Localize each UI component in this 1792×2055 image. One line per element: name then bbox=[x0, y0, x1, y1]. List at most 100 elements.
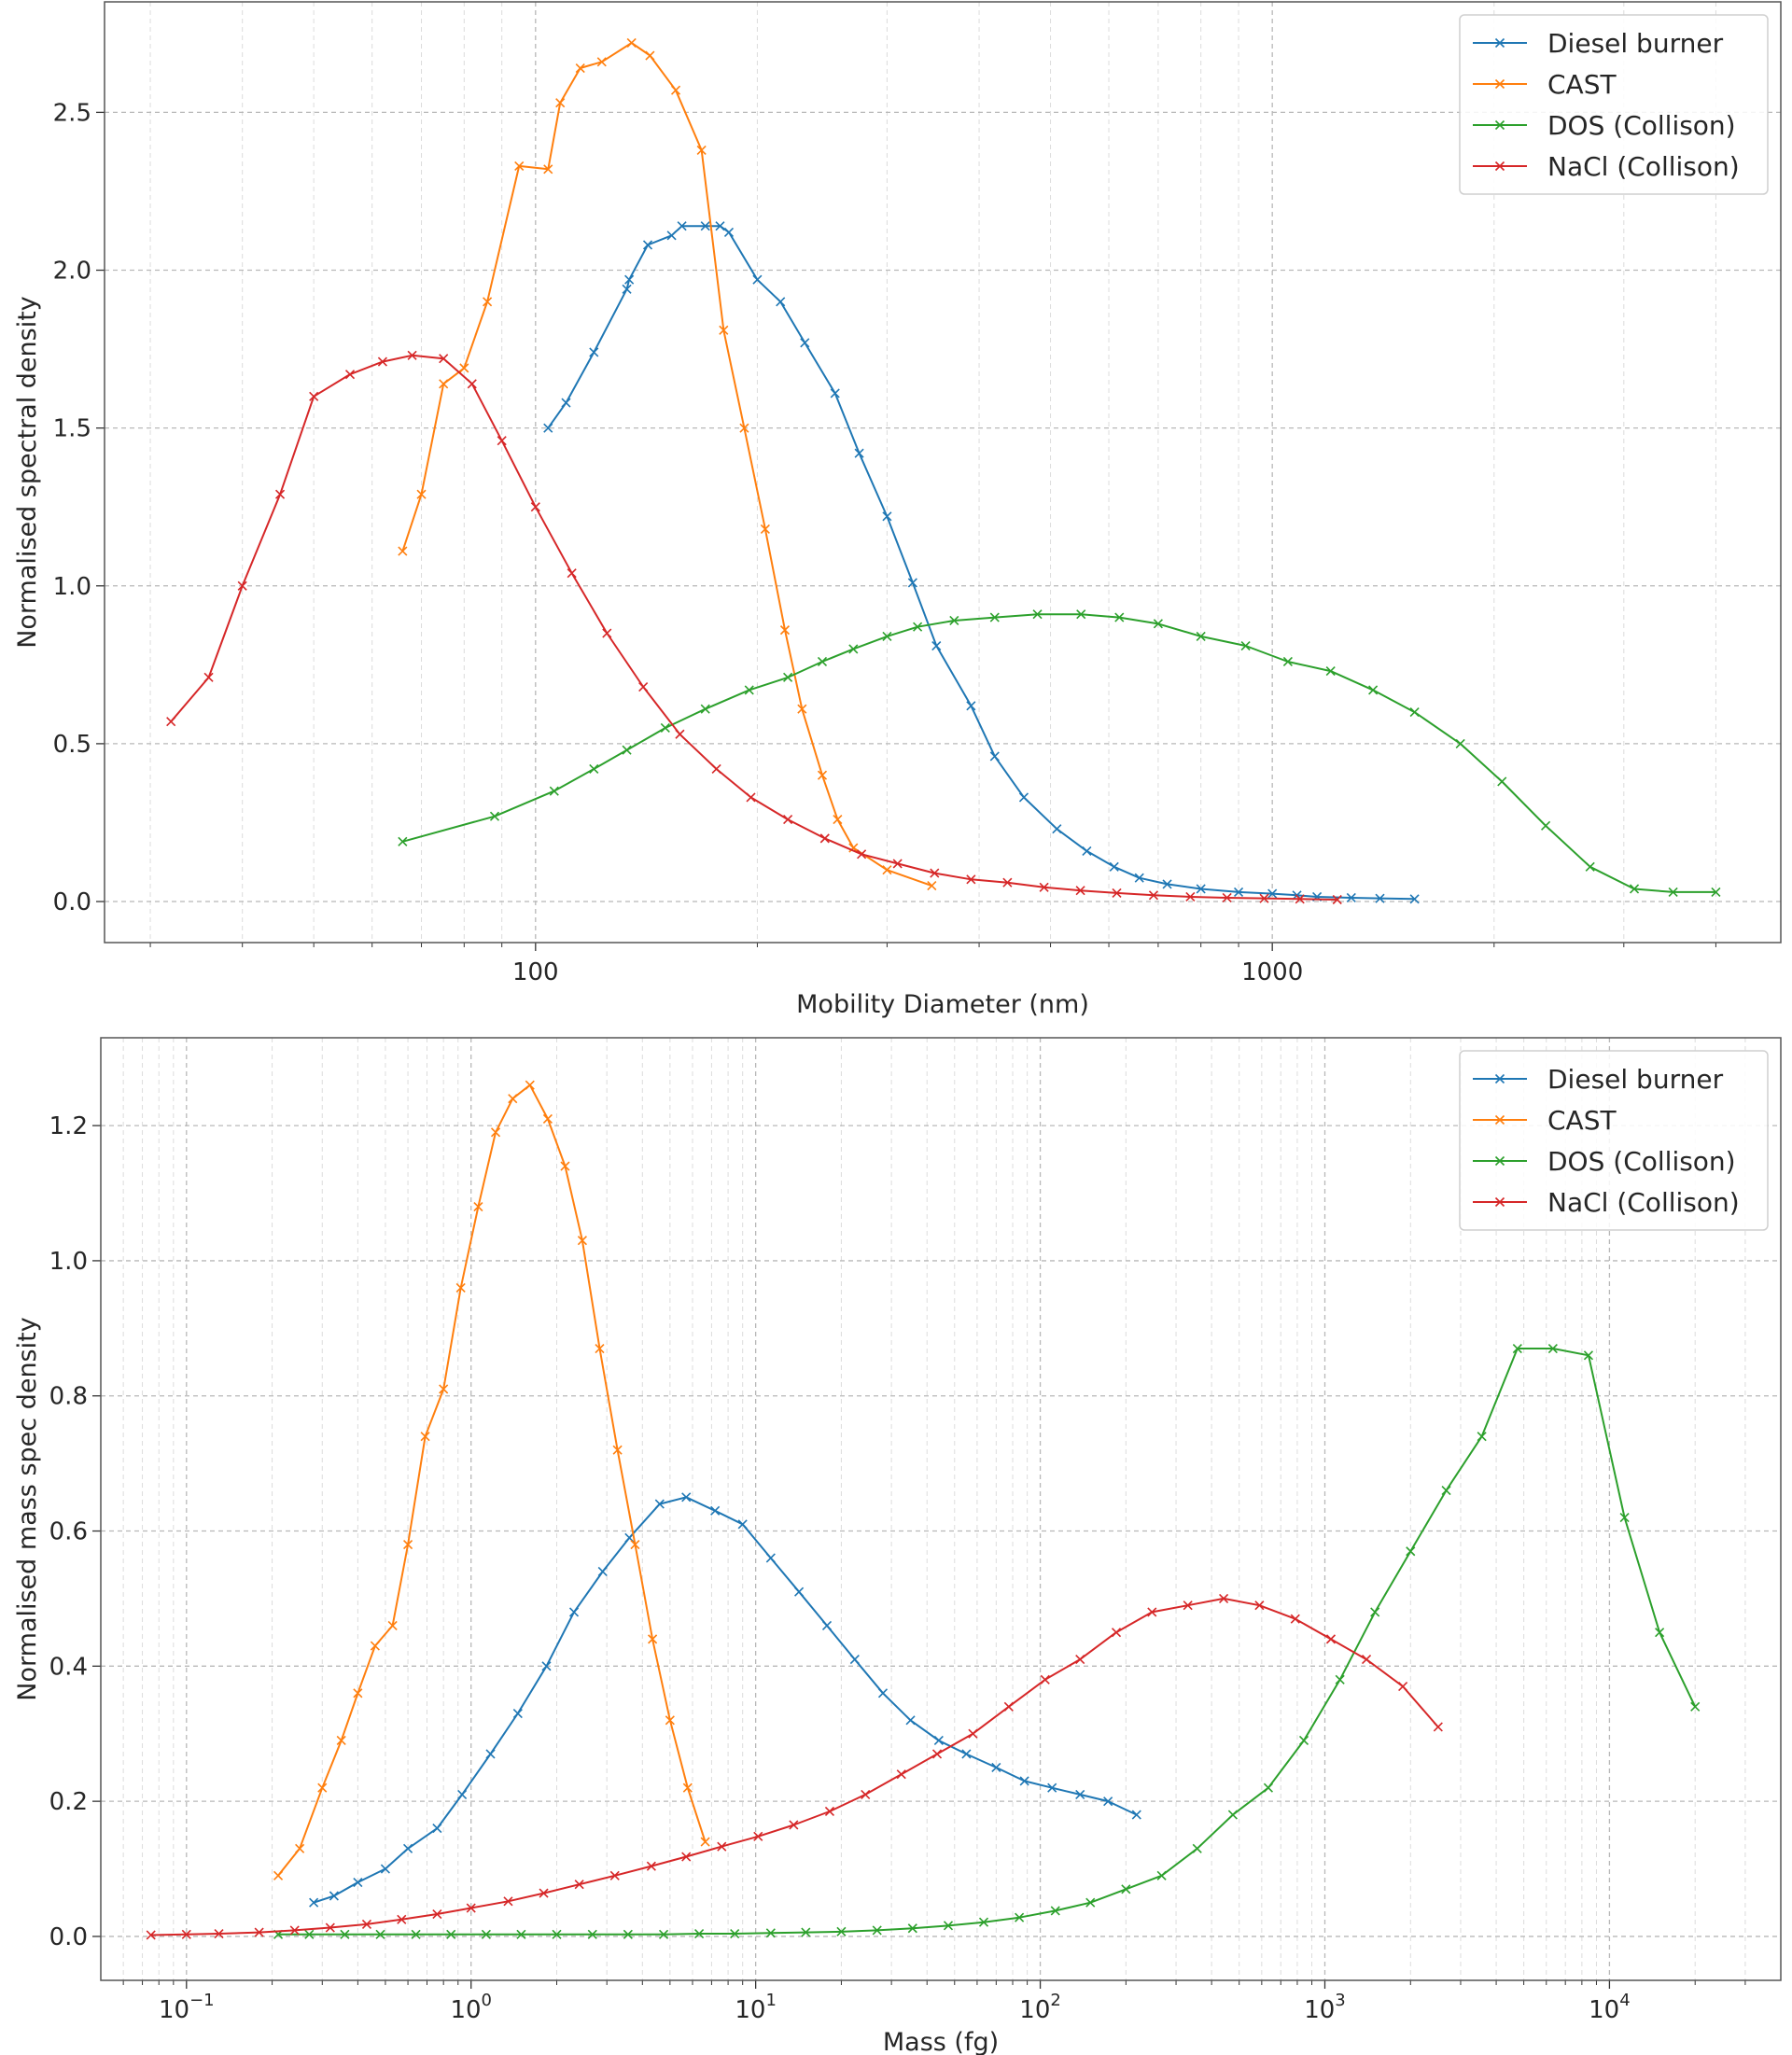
legend-marker bbox=[1494, 78, 1505, 90]
data-point bbox=[677, 221, 687, 231]
data-point bbox=[439, 379, 449, 389]
data-point bbox=[765, 1928, 776, 1938]
y-axis-label: Normalised spectral density bbox=[13, 296, 42, 649]
data-point bbox=[666, 231, 677, 241]
x-tick-exponent: 4 bbox=[1619, 1991, 1630, 2010]
data-point bbox=[459, 363, 469, 373]
series-line-cast bbox=[277, 1083, 707, 1877]
data-point bbox=[623, 1929, 633, 1939]
legend-item: NaCl (Collison) bbox=[1473, 151, 1740, 182]
x-tick-label: 1000 bbox=[1241, 958, 1303, 986]
data-point bbox=[1259, 893, 1269, 903]
data-point bbox=[776, 297, 786, 307]
data-point bbox=[1368, 685, 1379, 695]
data-point bbox=[542, 1113, 553, 1124]
data-point bbox=[836, 1926, 847, 1936]
data-point bbox=[715, 221, 725, 231]
y-tick-label: 0.2 bbox=[49, 1788, 88, 1816]
series-markers-diesel-burner bbox=[543, 221, 1420, 904]
data-point bbox=[927, 881, 937, 891]
data-point bbox=[377, 356, 387, 367]
y-tick-label: 2.5 bbox=[53, 99, 91, 127]
data-point bbox=[779, 625, 791, 636]
y-tick-label: 1.0 bbox=[49, 1248, 88, 1276]
data-point bbox=[1219, 1593, 1229, 1603]
data-point bbox=[648, 1634, 658, 1644]
data-point bbox=[1153, 619, 1163, 629]
data-point bbox=[1003, 1701, 1014, 1712]
legend-label: CAST bbox=[1547, 1105, 1617, 1136]
data-point bbox=[665, 1715, 675, 1726]
data-point bbox=[658, 1929, 669, 1939]
data-point bbox=[597, 1566, 608, 1577]
data-point bbox=[403, 1843, 413, 1853]
data-point bbox=[700, 704, 710, 714]
data-point bbox=[543, 423, 553, 433]
data-point bbox=[595, 1343, 605, 1354]
data-point bbox=[411, 1929, 421, 1939]
series-group bbox=[146, 1080, 1701, 1940]
data-point bbox=[387, 1620, 398, 1630]
chart-diameter-distribution: 100 1000 0.0 0.5 1.0 1.5 2.0 2.5 Mobility Diamet… bbox=[13, 1, 1782, 1019]
data-point bbox=[596, 57, 607, 67]
series-line-nacl-collison bbox=[170, 354, 1337, 901]
data-point bbox=[1227, 1810, 1238, 1820]
data-point bbox=[1240, 640, 1251, 651]
data-point bbox=[1162, 879, 1172, 889]
data-point bbox=[700, 1837, 710, 1847]
data-point bbox=[1346, 892, 1356, 903]
legend-marker bbox=[1494, 1073, 1505, 1084]
data-point bbox=[166, 717, 176, 727]
data-point bbox=[481, 1929, 491, 1939]
data-point bbox=[439, 1384, 449, 1394]
data-point bbox=[746, 792, 756, 803]
data-point bbox=[508, 1094, 518, 1104]
legend-item: DOS (Collison) bbox=[1473, 110, 1736, 141]
x-tick-label: 101 bbox=[735, 1991, 777, 2024]
data-point bbox=[575, 63, 585, 74]
data-point bbox=[503, 1896, 513, 1907]
legend-label: DOS (Collison) bbox=[1547, 1146, 1736, 1177]
data-point bbox=[1619, 1512, 1630, 1523]
data-point bbox=[794, 1587, 805, 1597]
data-point bbox=[1103, 1796, 1113, 1807]
data-point bbox=[1335, 1674, 1345, 1685]
data-point bbox=[489, 811, 500, 821]
x-tick-label: 104 bbox=[1589, 1991, 1631, 2024]
y-tick-label: 1.2 bbox=[49, 1112, 88, 1140]
legend: Diesel burner CAST DOS (Collison) NaCl (Col… bbox=[1459, 1050, 1769, 1231]
data-point bbox=[455, 1282, 466, 1293]
data-point bbox=[744, 685, 754, 695]
data-point bbox=[624, 274, 635, 285]
data-point bbox=[467, 379, 477, 389]
data-point bbox=[304, 1929, 315, 1939]
data-point bbox=[361, 1919, 372, 1929]
data-point bbox=[525, 1080, 535, 1090]
y-tick-label: 0.4 bbox=[49, 1653, 88, 1681]
data-point bbox=[1441, 1486, 1451, 1496]
data-point bbox=[670, 85, 681, 95]
y-tick-label: 0.8 bbox=[49, 1383, 88, 1411]
data-point bbox=[589, 347, 599, 357]
data-point bbox=[622, 284, 632, 294]
data-point bbox=[353, 1688, 363, 1699]
data-point bbox=[930, 868, 940, 878]
data-point bbox=[514, 161, 525, 171]
data-point bbox=[645, 50, 655, 61]
data-point bbox=[612, 1445, 623, 1455]
data-point bbox=[555, 98, 566, 108]
data-point bbox=[882, 865, 892, 875]
data-point bbox=[1282, 656, 1293, 667]
plot-frame bbox=[104, 1, 1782, 944]
legend-marker bbox=[1494, 1155, 1505, 1167]
data-point bbox=[344, 370, 356, 380]
x-tick-label: 100 bbox=[512, 958, 559, 986]
data-point bbox=[817, 656, 828, 667]
data-point bbox=[403, 1539, 413, 1550]
data-point bbox=[295, 1843, 305, 1853]
data-point bbox=[854, 448, 864, 458]
data-point bbox=[654, 1499, 665, 1509]
data-point bbox=[1547, 1343, 1558, 1354]
data-point bbox=[681, 1492, 692, 1503]
